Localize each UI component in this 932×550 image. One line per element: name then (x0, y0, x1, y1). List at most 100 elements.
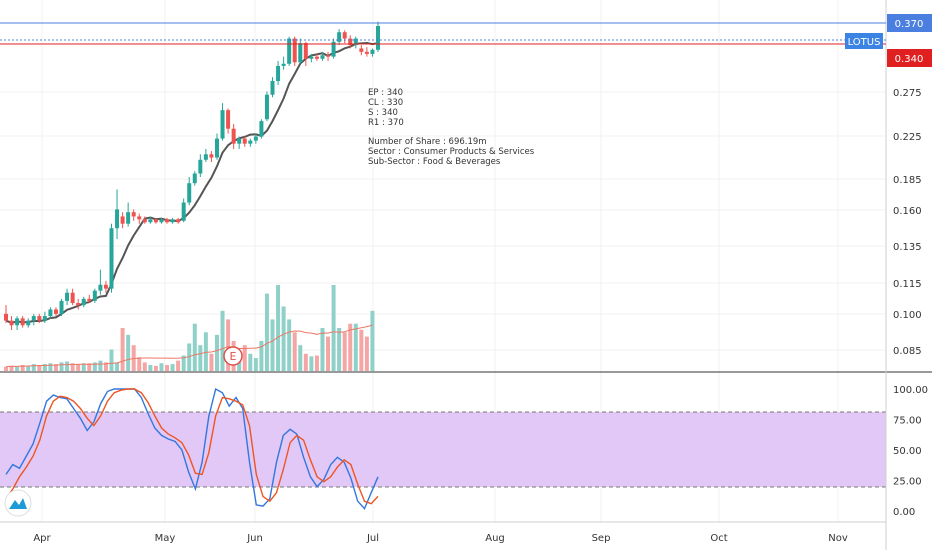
stochastic-band (0, 412, 886, 487)
volume-bar (20, 364, 25, 371)
candle (214, 133, 219, 160)
candle (309, 53, 314, 63)
volume-bar (270, 319, 275, 371)
price-label-370-text: 0.370 (895, 19, 924, 30)
candle (9, 316, 14, 331)
time-axis: Apr May Jun Jul Aug Sep Oct Nov (33, 533, 847, 544)
volume-bar (76, 364, 81, 371)
volume-bar (220, 310, 225, 371)
volume-bar (276, 285, 281, 371)
volume-bar (115, 362, 120, 371)
candle (120, 212, 125, 229)
price-label-340-text: 0.340 (895, 54, 924, 65)
price-tick-label: 0.275 (893, 88, 922, 99)
candle (81, 296, 86, 308)
candle (87, 294, 92, 304)
volume-bar (303, 353, 308, 371)
candle (298, 38, 303, 64)
candle (303, 41, 308, 66)
candle (353, 36, 358, 49)
volume-bar (26, 365, 31, 371)
volume-bar (209, 353, 214, 371)
candle (287, 36, 292, 66)
candle (48, 307, 53, 319)
volume-bar (370, 310, 375, 371)
price-tick-label: 0.085 (893, 346, 922, 357)
candle (376, 21, 380, 52)
volume-bar (337, 328, 342, 371)
price-tick-label: 0.115 (893, 279, 922, 290)
volume-bar (53, 364, 58, 371)
volume-bar (181, 355, 186, 371)
candle (364, 47, 369, 57)
volume-bar (153, 365, 158, 371)
volume-bar (65, 361, 70, 371)
volume-bar (309, 356, 314, 371)
month-label: Jun (246, 533, 263, 544)
candle (176, 217, 181, 224)
info-sector: Sector : Consumer Products & Services (368, 147, 535, 157)
candle (314, 53, 319, 61)
month-label: Oct (710, 533, 727, 544)
volume-bar (120, 328, 125, 371)
symbol-label: LOTUS (848, 37, 881, 48)
volume-bar (198, 345, 203, 371)
price-tick-label: 0.100 (893, 310, 922, 321)
volume-bar (248, 353, 253, 371)
stochastic-lines (5, 387, 379, 510)
volume-bar (92, 362, 97, 371)
month-label: Sep (592, 533, 611, 544)
volume-bar (259, 340, 264, 371)
stochastic-tick-label: 50.00 (893, 446, 922, 457)
volume-bar (187, 343, 192, 371)
candle (126, 202, 131, 227)
moving-average-line (5, 41, 379, 324)
symbol-badge[interactable]: LOTUS (845, 33, 883, 49)
volume-bar (170, 364, 175, 371)
volume-bar (359, 329, 364, 371)
volume-bar (264, 293, 269, 371)
candle (276, 60, 281, 85)
candle (165, 217, 170, 224)
volume-bar (126, 334, 131, 371)
candle (203, 148, 208, 163)
candle (270, 77, 275, 98)
candle (209, 151, 214, 163)
volume-bar (142, 362, 147, 371)
volume-bar (48, 363, 53, 371)
volume-bar (353, 323, 358, 371)
candle (109, 223, 114, 293)
volume-bar (331, 285, 336, 371)
info-s: S : 340 (368, 108, 398, 118)
candle (137, 213, 142, 224)
candle (92, 288, 97, 304)
volume-bar (214, 334, 219, 371)
candle (148, 216, 153, 224)
tradingview-logo-icon[interactable] (4, 489, 32, 517)
stochastic-tick-label: 75.00 (893, 416, 922, 427)
price-tick-label: 0.225 (893, 132, 922, 143)
volume-bar (287, 319, 292, 371)
candle (15, 316, 20, 331)
earnings-marker[interactable]: E (223, 346, 243, 366)
price-axis: 0.275 0.225 0.185 0.160 0.135 0.115 0.100 0.085 (893, 88, 922, 357)
volume-bar (59, 362, 64, 371)
candle (181, 198, 186, 223)
price-label-370: 0.370 (887, 14, 932, 32)
candle (231, 123, 236, 149)
month-label: Nov (828, 533, 848, 544)
month-label: Apr (33, 533, 51, 544)
candlesticks (4, 21, 380, 331)
stochastic-series-line (5, 388, 379, 505)
candle (26, 318, 31, 328)
volume-bar (87, 363, 92, 371)
candle (220, 103, 225, 141)
month-label: Jul (366, 533, 379, 544)
volume-average-line (5, 324, 373, 368)
info-cl: CL : 330 (368, 98, 403, 108)
stochastic-axis: 100.00 75.00 50.00 25.00 0.00 (893, 385, 928, 518)
volume-bar (176, 360, 181, 371)
candle (153, 217, 158, 224)
candle (326, 51, 331, 61)
